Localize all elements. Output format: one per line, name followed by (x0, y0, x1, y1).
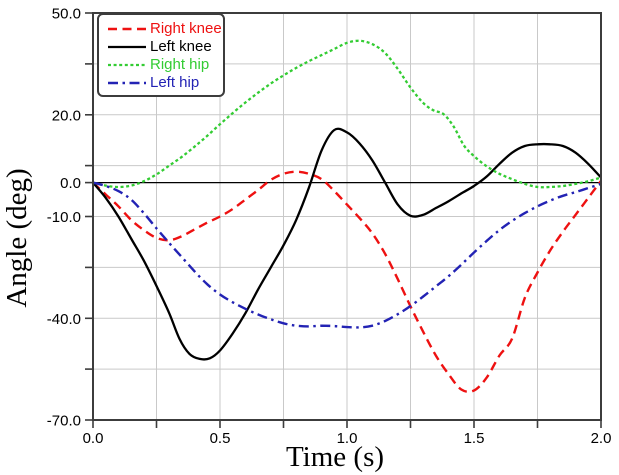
legend-item-left-hip: Left hip (107, 74, 217, 92)
y-tick-label: -10.0 (47, 209, 81, 226)
left-hip-line-sample-icon (108, 81, 146, 85)
y-tick-label: 50.0 (52, 6, 81, 23)
series-right-hip (92, 39, 602, 189)
x-tick-label: 1.0 (337, 430, 358, 447)
right-hip-line-sample-icon (108, 63, 146, 67)
x-axis-title: Time (s) (286, 441, 384, 473)
x-tick-label: 2.0 (591, 430, 612, 447)
legend-item-right-knee: Right knee (107, 20, 222, 38)
y-tick-label: -70.0 (47, 413, 81, 430)
right-knee-line-sample-icon (108, 27, 146, 31)
y-axis-title: Angle (deg) (1, 168, 33, 307)
left-knee-line-sample-icon (108, 45, 146, 49)
series-left-hip (92, 181, 602, 329)
legend-label: Right knee (150, 20, 222, 37)
x-tick-label: 0.5 (210, 430, 231, 447)
y-tick-label: 20.0 (52, 107, 81, 124)
legend-label: Right hip (150, 56, 210, 73)
y-tick-label: -40.0 (47, 311, 81, 328)
x-tick-label: 1.5 (464, 430, 485, 447)
y-tick-label: 0.0 (60, 175, 81, 192)
series-right-knee (92, 170, 602, 393)
legend-item-left-knee: Left knee (107, 38, 217, 56)
legend-label: Left knee (150, 38, 212, 55)
x-tick-label: 0.0 (83, 430, 104, 447)
legend: Right knee Left knee Right hip Left hip (97, 13, 225, 97)
legend-label: Left hip (150, 74, 200, 91)
legend-item-right-hip: Right hip (107, 56, 217, 74)
series-left-knee (92, 127, 602, 361)
